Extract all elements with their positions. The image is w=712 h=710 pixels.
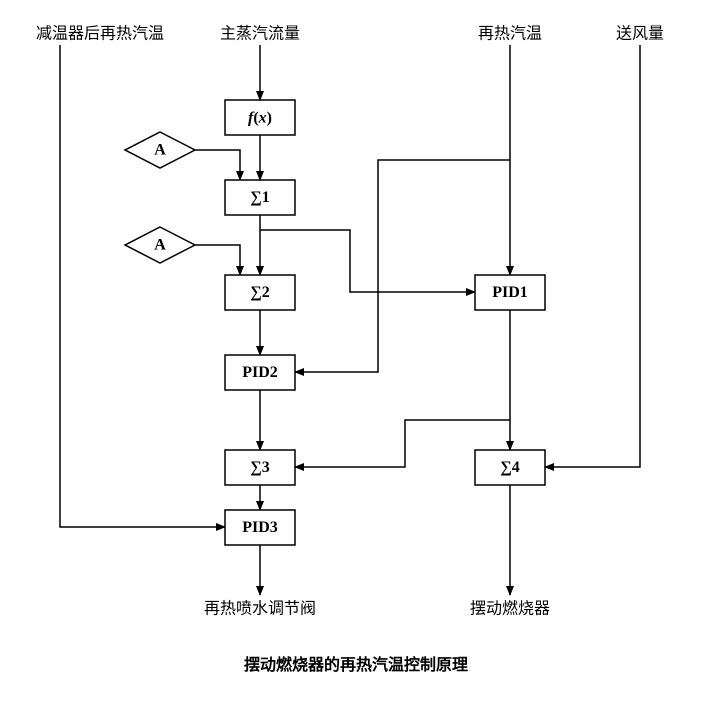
label-pid1: PID1 (492, 284, 528, 301)
output-out2: 摆动燃烧器 (470, 600, 550, 618)
edge-input3_branch_to_pid2 (295, 160, 510, 372)
label-pid3: PID3 (242, 519, 278, 536)
label-sum4: ∑4 (500, 459, 519, 476)
label-fx: f(x) (248, 109, 272, 126)
label-sum1: ∑1 (250, 189, 269, 206)
label-a1: A (154, 142, 166, 159)
label-sum2: ∑2 (250, 284, 269, 301)
edge-input1_to_pid3 (60, 45, 225, 527)
input-input4: 送风量 (616, 25, 664, 43)
label-a2: A (154, 237, 166, 254)
edge-A1_to_sum1 (195, 150, 240, 180)
output-out1: 再热喷水调节阀 (204, 600, 316, 618)
label-sum3: ∑3 (250, 459, 269, 476)
edge-input4_to_sum4 (545, 45, 640, 467)
input-input1: 减温器后再热汽温 (36, 25, 164, 43)
edge-A2_to_sum2 (195, 245, 240, 275)
input-input2: 主蒸汽流量 (220, 25, 300, 43)
label-pid2: PID2 (242, 364, 278, 381)
caption: 摆动燃烧器的再热汽温控制原理 (244, 655, 468, 674)
input-input3: 再热汽温 (478, 25, 542, 43)
